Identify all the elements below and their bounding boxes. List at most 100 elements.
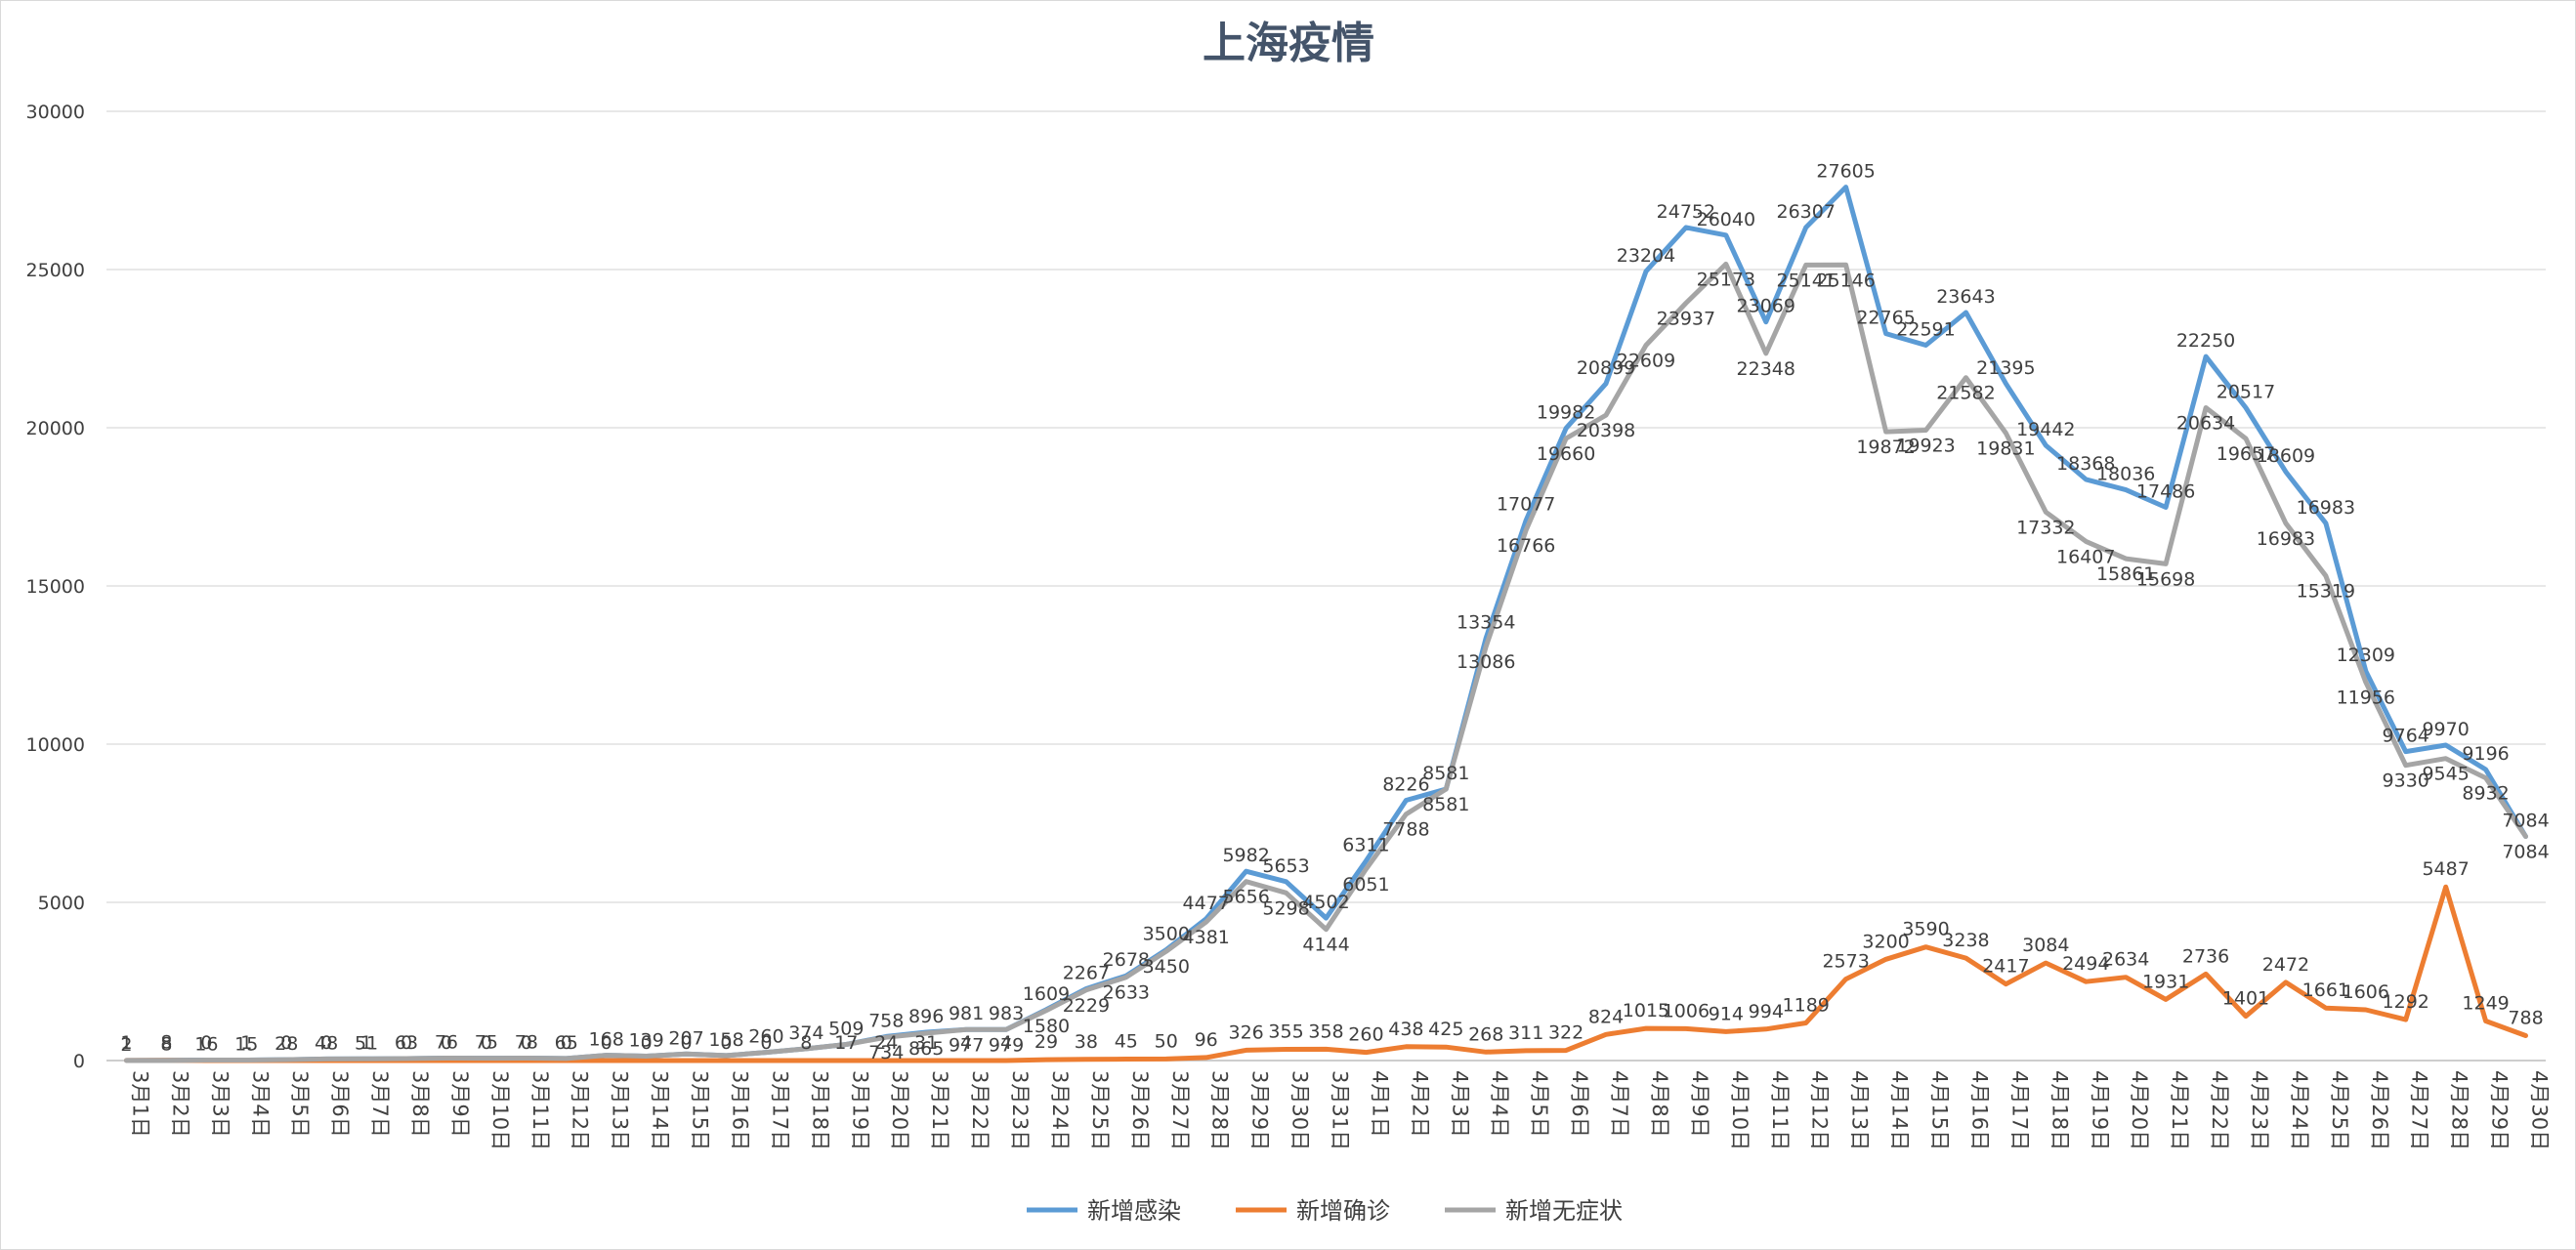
- data-label: 78: [515, 1031, 538, 1053]
- data-label: 1249: [2462, 993, 2509, 1015]
- x-tick-label: 3月13日: [609, 1070, 632, 1150]
- data-label: 48: [315, 1032, 338, 1054]
- chart-title: 上海疫情: [1203, 19, 1374, 68]
- x-tick-label: 3月17日: [768, 1070, 791, 1150]
- data-label: 1: [240, 1032, 252, 1054]
- x-tick-label: 4月27日: [2408, 1070, 2431, 1150]
- data-label: 260: [748, 1026, 783, 1048]
- data-label: 22765: [1856, 308, 1915, 329]
- data-label: 3200: [1862, 931, 1909, 952]
- x-tick-label: 3月12日: [569, 1070, 592, 1150]
- y-tick-label: 25000: [26, 260, 85, 281]
- data-label: 9764: [2383, 726, 2429, 747]
- data-label: 3084: [2022, 935, 2069, 956]
- x-tick-label: 3月29日: [1248, 1070, 1272, 1150]
- data-label: 1609: [1023, 983, 1070, 1005]
- x-tick-label: 4月17日: [2007, 1070, 2031, 1150]
- data-label: 0: [641, 1032, 653, 1054]
- data-label: 0: [401, 1032, 412, 1054]
- data-label: 13354: [1457, 611, 1515, 633]
- data-label: 22591: [1896, 318, 1955, 340]
- x-tick-label: 4月13日: [1848, 1070, 1872, 1150]
- x-tick-label: 4月30日: [2528, 1070, 2552, 1150]
- data-label: 18368: [2056, 453, 2115, 475]
- data-label: 4502: [1302, 892, 1349, 913]
- data-label: 824: [1588, 1006, 1624, 1027]
- x-axis-ticks: 3月1日 3月2日 3月3日 3月4日 3月5日 3月6日 3月7日 3月8日 3月9日 3月10…: [106, 1060, 2552, 1150]
- y-tick-label: 0: [73, 1051, 85, 1072]
- data-label: 8932: [2462, 783, 2509, 805]
- data-label: 438: [1388, 1019, 1423, 1040]
- data-label: 425: [1428, 1019, 1463, 1040]
- data-label: 0: [681, 1032, 693, 1054]
- data-label: 3590: [1902, 919, 1949, 940]
- data-label: 2417: [1982, 956, 2029, 978]
- x-tick-label: 3月14日: [649, 1070, 672, 1150]
- x-tick-label: 4月26日: [2368, 1070, 2391, 1150]
- data-label: 15: [234, 1034, 258, 1056]
- data-label: 0: [280, 1032, 292, 1054]
- data-label: 0: [561, 1032, 572, 1054]
- data-label: 158: [708, 1029, 743, 1051]
- data-label: 23204: [1617, 245, 1675, 267]
- data-label: 8: [160, 1032, 172, 1054]
- x-tick-label: 3月24日: [1048, 1070, 1072, 1150]
- legend-label: 新增无症状: [1505, 1197, 1623, 1225]
- x-tick-label: 4月18日: [2048, 1070, 2071, 1150]
- data-label: 358: [1308, 1021, 1343, 1042]
- legend: 新增感染 新增确诊 新增无症状: [1027, 1197, 1623, 1225]
- x-tick-label: 3月20日: [888, 1070, 911, 1150]
- x-tick-label: 4月12日: [1808, 1070, 1832, 1150]
- data-label: 16983: [2297, 497, 2355, 519]
- data-label: 8581: [1422, 794, 1469, 815]
- data-label: 19982: [1537, 402, 1595, 424]
- x-tick-label: 3月3日: [208, 1070, 232, 1138]
- data-label: 3450: [1143, 956, 1190, 978]
- data-label: 1189: [1783, 994, 1830, 1016]
- data-label: 0: [760, 1032, 772, 1054]
- data-label: 9970: [2422, 719, 2469, 740]
- data-label: 4477: [1183, 893, 1230, 914]
- data-label: 1006: [1663, 1000, 1710, 1021]
- data-label: 22348: [1737, 358, 1795, 380]
- data-label: 76: [435, 1032, 458, 1054]
- x-tick-label: 3月6日: [328, 1070, 352, 1138]
- data-label: 12309: [2337, 645, 2395, 666]
- data-label: 22609: [1617, 350, 1675, 371]
- data-label: 5653: [1262, 855, 1309, 877]
- x-tick-label: 4月24日: [2288, 1070, 2311, 1150]
- y-tick-label: 15000: [26, 576, 85, 598]
- data-label: 19923: [1896, 435, 1955, 456]
- x-tick-label: 3月22日: [968, 1070, 992, 1150]
- x-tick-label: 3月4日: [248, 1070, 272, 1138]
- data-label: 17486: [2136, 480, 2195, 502]
- data-label: 65: [555, 1032, 578, 1054]
- data-label: 9196: [2462, 743, 2509, 765]
- data-label: 3500: [1143, 924, 1190, 945]
- x-tick-label: 4月11日: [1768, 1070, 1792, 1150]
- data-label: 983: [989, 1003, 1024, 1024]
- data-label: 4: [1000, 1032, 1012, 1054]
- y-tick-label: 20000: [26, 418, 85, 439]
- data-label: 63: [395, 1032, 418, 1054]
- data-label: 26307: [1776, 201, 1835, 223]
- data-label: 4144: [1302, 935, 1349, 956]
- data-label: 9330: [2383, 771, 2429, 792]
- data-label: 6051: [1342, 874, 1389, 896]
- data-label: 20398: [1577, 420, 1635, 441]
- data-label: 0: [720, 1032, 732, 1054]
- x-tick-label: 3月15日: [689, 1070, 712, 1150]
- data-label: 2634: [2102, 949, 2149, 971]
- data-label: 1606: [2343, 981, 2389, 1003]
- data-label: 268: [1468, 1023, 1503, 1045]
- data-label: 0: [521, 1032, 532, 1054]
- data-label: 15698: [2136, 568, 2195, 590]
- data-label: 19831: [1976, 438, 2035, 459]
- data-label: 18036: [2096, 464, 2155, 485]
- series-lines: [124, 185, 2528, 1063]
- x-tick-label: 3月2日: [168, 1070, 191, 1138]
- x-tick-label: 3月21日: [928, 1070, 951, 1150]
- data-label: 4: [960, 1032, 972, 1054]
- data-label: 896: [908, 1006, 944, 1027]
- data-label: 16407: [2056, 546, 2115, 567]
